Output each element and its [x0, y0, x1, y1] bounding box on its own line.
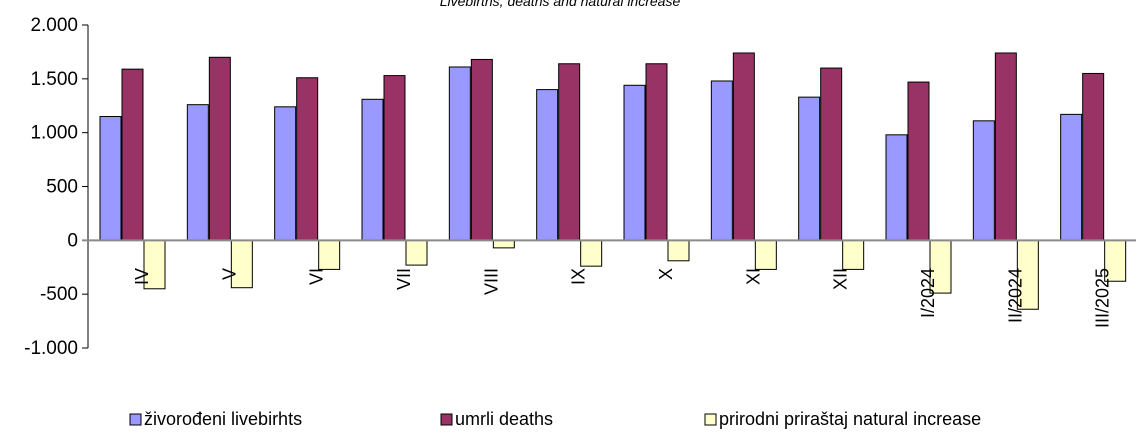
legend-swatch — [129, 413, 142, 426]
bar-2-i-2024 — [907, 81, 930, 241]
bar-1-ix — [536, 89, 559, 241]
bar-1-ii-2024 — [972, 120, 995, 241]
y-tick-label: 1.500 — [30, 69, 78, 90]
legend-swatch — [440, 413, 453, 426]
bar-2-vii — [383, 75, 406, 241]
bar-1-iv — [99, 116, 122, 241]
bar-1-xii — [798, 96, 821, 241]
bar-2-xi — [732, 52, 755, 241]
category-label: XII — [831, 268, 851, 290]
y-tick-label: -1.000 — [24, 338, 78, 359]
bar-2-xii — [820, 67, 843, 241]
category-label: VIII — [481, 268, 501, 295]
category-label: II/2024 — [1005, 268, 1025, 323]
category-label: XI — [743, 268, 763, 285]
legend-label: živorođeni livebirhts — [144, 409, 302, 429]
bar-3-vii — [405, 239, 428, 266]
bar-1-iii-2025 — [1060, 113, 1083, 241]
bars — [99, 52, 1127, 310]
bar-3-ix — [580, 239, 603, 267]
bar-1-v — [186, 104, 209, 241]
category-label: IV — [132, 268, 152, 285]
y-axis: 2.000 1.500 1.000 500 0 -500 -1.000 — [24, 15, 89, 359]
y-tick-label: 2.000 — [30, 15, 78, 36]
category-label: VI — [307, 268, 327, 285]
bar-2-v — [208, 56, 231, 241]
bar-2-viii — [470, 58, 493, 241]
y-tick-label: 0 — [67, 230, 78, 251]
legend-swatch — [704, 413, 717, 426]
bar-1-xi — [710, 80, 733, 241]
category-label: X — [656, 268, 676, 280]
bar-1-vi — [274, 106, 297, 241]
bar-2-iii-2025 — [1082, 72, 1105, 241]
bar-3-vi — [318, 239, 341, 270]
legend-label: umrli deaths — [455, 409, 553, 429]
bar-3-x — [667, 239, 690, 262]
bar-2-vi — [296, 77, 319, 241]
bar-1-viii — [448, 66, 471, 241]
y-tick-label: 1.000 — [30, 123, 78, 144]
bar-3-xii — [842, 239, 865, 270]
bar-1-i-2024 — [885, 134, 908, 241]
category-label: VII — [394, 268, 414, 290]
category-label: I/2024 — [918, 268, 938, 318]
y-tick-label: 500 — [46, 177, 78, 198]
category-label: III/2025 — [1093, 268, 1113, 328]
bar-2-ix — [558, 63, 581, 241]
legend-label: prirodni priraštaj natural increase — [719, 409, 981, 429]
chart-title: Livebirths, deaths and natural increase — [440, 0, 681, 9]
bar-3-xi — [754, 239, 777, 270]
legend: živorođeni livebirhts umrli deaths prirodn… — [129, 409, 981, 429]
bar-3-viii — [492, 239, 515, 249]
bar-2-iv — [121, 68, 144, 241]
category-label: V — [219, 268, 239, 280]
bar-2-x — [645, 63, 668, 241]
bar-1-x — [623, 84, 646, 241]
y-tick-label: -500 — [40, 284, 78, 305]
category-labels: IV V VI VII VIII IX X XI XII I/2024 II/2024 III/202… — [132, 268, 1113, 328]
bar-2-ii-2024 — [994, 52, 1017, 241]
category-label: IX — [569, 268, 589, 285]
bar-1-vii — [361, 98, 384, 241]
